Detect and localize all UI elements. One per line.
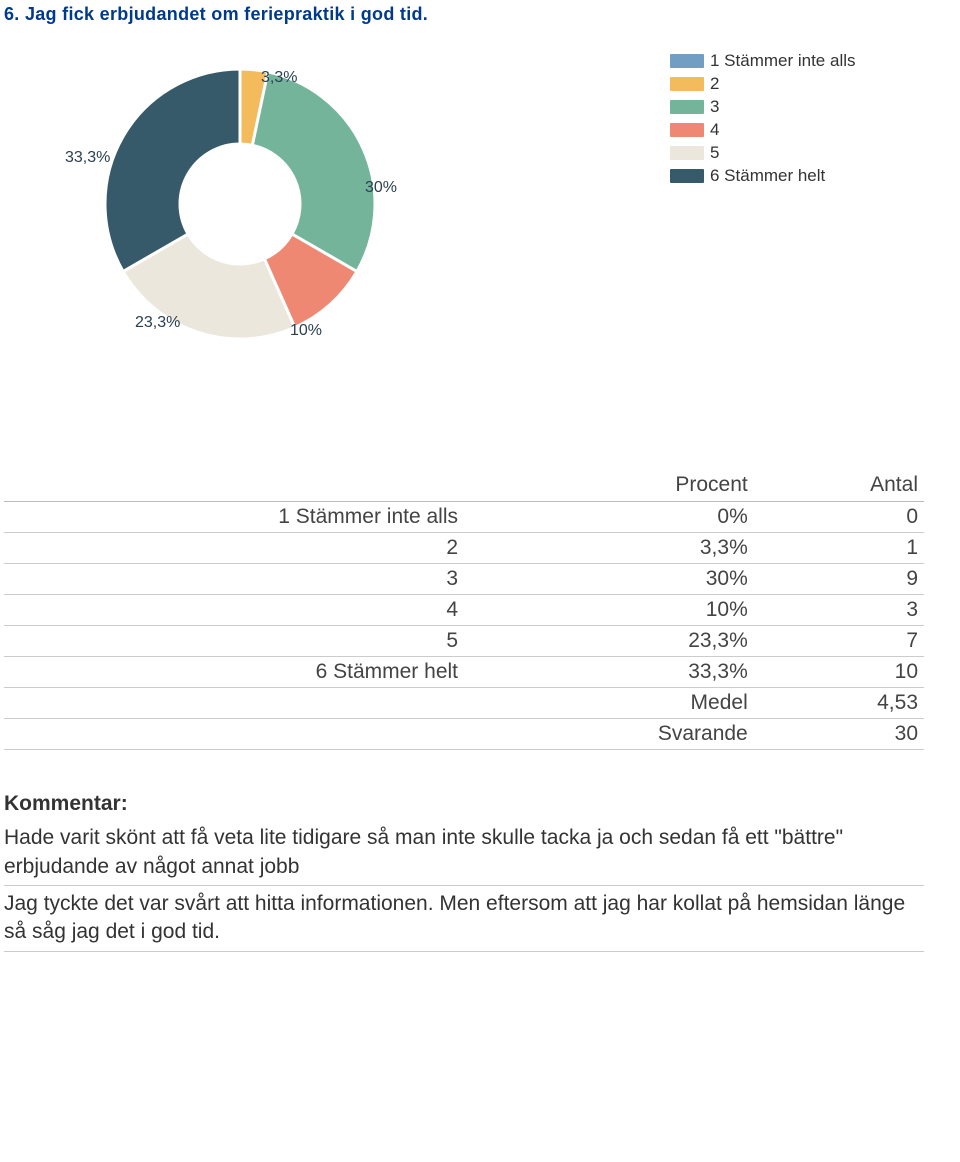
table-cell-percent: 23,3% [464, 626, 754, 657]
chart-area: 3,3% 30% 10% 23,3% 33,3% 1 Stämmer inte alls… [0, 29, 960, 369]
legend-swatch [670, 54, 704, 68]
legend-swatch [670, 169, 704, 183]
legend-item: 1 Stämmer inte alls [670, 51, 856, 71]
donut-chart: 3,3% 30% 10% 23,3% 33,3% [30, 39, 450, 369]
comment-item: Jag tyckte det var svårt att hitta infor… [4, 886, 924, 952]
slice-label: 10% [290, 322, 322, 340]
table-row: 23,3%1 [4, 533, 924, 564]
legend-label: 6 Stämmer helt [710, 166, 825, 186]
data-table-wrap: Procent Antal 1 Stämmer inte alls0%023,3… [0, 369, 960, 750]
table-cell-blank [4, 688, 464, 719]
data-table: Procent Antal 1 Stämmer inte alls0%023,3… [4, 469, 924, 750]
donut-slice [252, 72, 375, 272]
table-cell-footer-label: Medel [464, 688, 754, 719]
table-cell-footer-value: 4,53 [754, 688, 924, 719]
question-text: Jag fick erbjudandet om feriepraktik i g… [25, 4, 428, 24]
legend-label: 1 Stämmer inte alls [710, 51, 856, 71]
table-cell-footer-label: Svarande [464, 719, 754, 750]
legend-label: 4 [710, 120, 719, 140]
legend-label: 2 [710, 74, 719, 94]
comments-block: Kommentar: Hade varit skönt att få veta … [0, 750, 944, 952]
table-cell-count: 3 [754, 595, 924, 626]
slice-label: 30% [365, 179, 397, 197]
legend-swatch [670, 77, 704, 91]
legend-item: 6 Stämmer helt [670, 166, 856, 186]
table-header-row: Procent Antal [4, 469, 924, 502]
table-cell-count: 9 [754, 564, 924, 595]
question-number: 6. [4, 4, 20, 24]
table-footer-row: Medel4,53 [4, 688, 924, 719]
table-cell-count: 10 [754, 657, 924, 688]
table-cell-label: 4 [4, 595, 464, 626]
table-cell-label: 2 [4, 533, 464, 564]
legend-item: 3 [670, 97, 856, 117]
donut-svg [30, 39, 450, 369]
legend-label: 5 [710, 143, 719, 163]
legend: 1 Stämmer inte alls 2 3 4 5 6 Stämmer helt [670, 39, 856, 189]
table-row: 330%9 [4, 564, 924, 595]
table-cell-label: 6 Stämmer helt [4, 657, 464, 688]
legend-item: 4 [670, 120, 856, 140]
table-cell-label: 1 Stämmer inte alls [4, 502, 464, 533]
comment-item: Hade varit skönt att få veta lite tidiga… [4, 820, 924, 886]
table-row: 523,3%7 [4, 626, 924, 657]
legend-item: 5 [670, 143, 856, 163]
table-cell-percent: 10% [464, 595, 754, 626]
table-cell-percent: 33,3% [464, 657, 754, 688]
table-header-count: Antal [754, 469, 924, 502]
table-footer-row: Svarande30 [4, 719, 924, 750]
slice-label: 33,3% [65, 149, 110, 167]
table-cell-blank [4, 719, 464, 750]
table-cell-label: 5 [4, 626, 464, 657]
legend-swatch [670, 146, 704, 160]
table-cell-footer-value: 30 [754, 719, 924, 750]
legend-swatch [670, 123, 704, 137]
legend-item: 2 [670, 74, 856, 94]
slice-label: 3,3% [261, 69, 297, 87]
table-cell-percent: 3,3% [464, 533, 754, 564]
slice-label: 23,3% [135, 314, 180, 332]
table-header-percent: Procent [464, 469, 754, 502]
table-cell-label: 3 [4, 564, 464, 595]
table-cell-percent: 30% [464, 564, 754, 595]
comments-heading: Kommentar: [4, 790, 924, 818]
question-title: 6. Jag fick erbjudandet om feriepraktik … [0, 0, 960, 29]
donut-slice [105, 69, 240, 272]
table-row: 410%3 [4, 595, 924, 626]
table-row: 6 Stämmer helt33,3%10 [4, 657, 924, 688]
table-header-blank [4, 469, 464, 502]
table-row: 1 Stämmer inte alls0%0 [4, 502, 924, 533]
table-cell-count: 0 [754, 502, 924, 533]
table-cell-percent: 0% [464, 502, 754, 533]
table-cell-count: 1 [754, 533, 924, 564]
table-cell-count: 7 [754, 626, 924, 657]
legend-label: 3 [710, 97, 719, 117]
legend-swatch [670, 100, 704, 114]
